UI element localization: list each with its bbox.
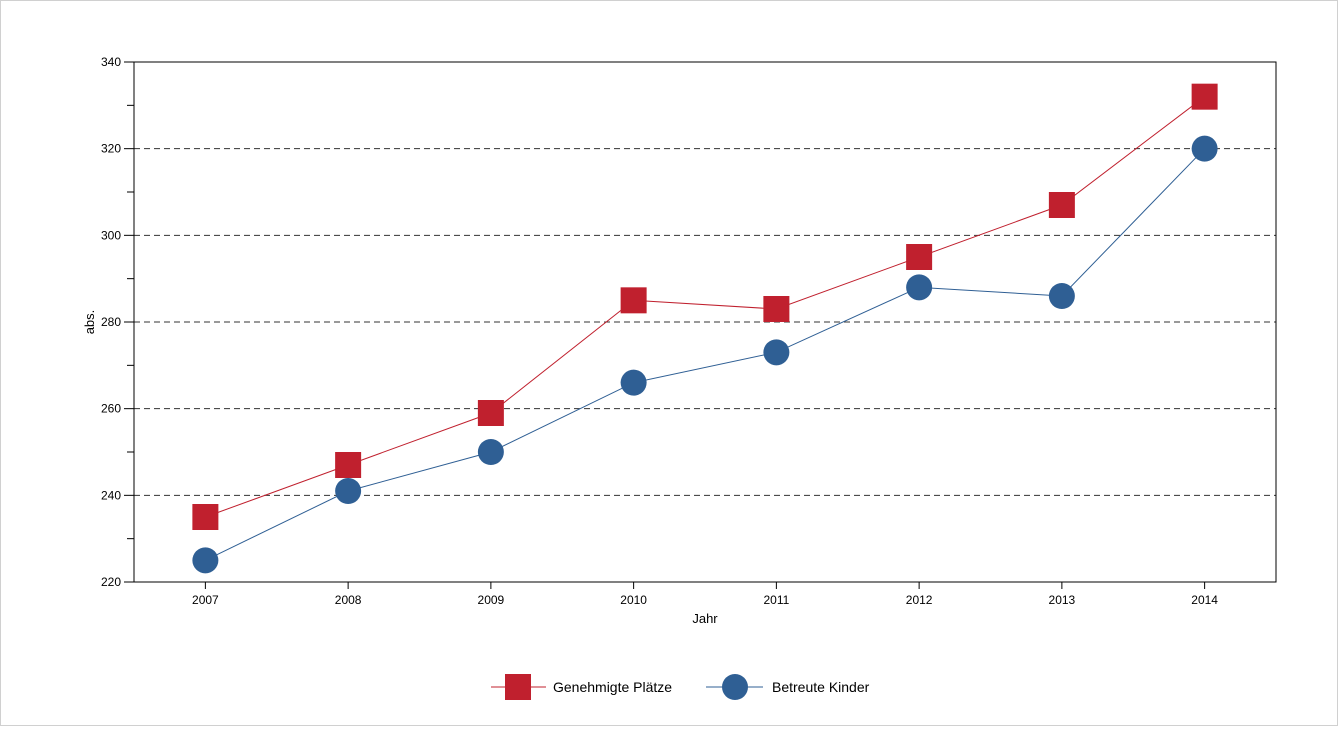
x-tick-label: 2013 [1049, 593, 1076, 607]
data-point-circle [1048, 283, 1075, 309]
y-tick-label: 280 [101, 315, 121, 329]
data-point-circle [763, 339, 790, 366]
axes: 220 240 260 280 300 320 340 2007 2008 2009 2010 201… [101, 55, 1218, 607]
data-point-square [906, 244, 933, 270]
series-line [205, 96, 1205, 518]
data-point-circle [192, 547, 219, 574]
y-tick-label: 260 [101, 402, 121, 416]
x-tick-label: 2014 [1191, 593, 1218, 607]
x-tick-label: 2007 [192, 593, 219, 607]
data-point-square [1191, 83, 1218, 110]
x-tick-label: 2010 [620, 593, 647, 607]
data-point-square [620, 287, 647, 314]
gridlines [134, 148, 1276, 496]
y-tick-label: 320 [101, 142, 121, 156]
x-tick-label: 2008 [335, 593, 362, 607]
data-point-circle [906, 274, 933, 301]
y-tick-label: 300 [101, 228, 121, 242]
data-point-square [763, 296, 790, 322]
data-point-circle [1191, 135, 1218, 162]
legend-label-betreute-kinder: Betreute Kinder [772, 679, 870, 695]
legend-marker-circle [722, 674, 748, 700]
x-axis-title: Jahr [692, 611, 718, 626]
series-0 [192, 83, 1218, 530]
x-tick-label: 2011 [763, 593, 789, 607]
data-point-square [192, 504, 219, 530]
y-tick-label: 340 [101, 55, 121, 69]
y-tick-label: 220 [101, 575, 121, 589]
data-point-circle [335, 478, 362, 504]
y-axis-title: abs. [82, 310, 97, 335]
data-point-square [477, 400, 504, 426]
x-tick-label: 2012 [906, 593, 933, 607]
data-point-square [335, 452, 362, 478]
legend-marker-square [505, 674, 531, 700]
data-point-square [1048, 192, 1075, 218]
legend-label-genehmigte-plaetze: Genehmigte Plätze [553, 679, 672, 695]
y-tick-label: 240 [101, 488, 121, 502]
series-1 [192, 135, 1218, 574]
data-point-circle [477, 439, 504, 465]
series [192, 83, 1218, 574]
series-line [205, 148, 1205, 561]
legend: Genehmigte Plätze Betreute Kinder [491, 674, 870, 700]
x-tick-label: 2009 [478, 593, 505, 607]
data-point-circle [620, 369, 647, 396]
